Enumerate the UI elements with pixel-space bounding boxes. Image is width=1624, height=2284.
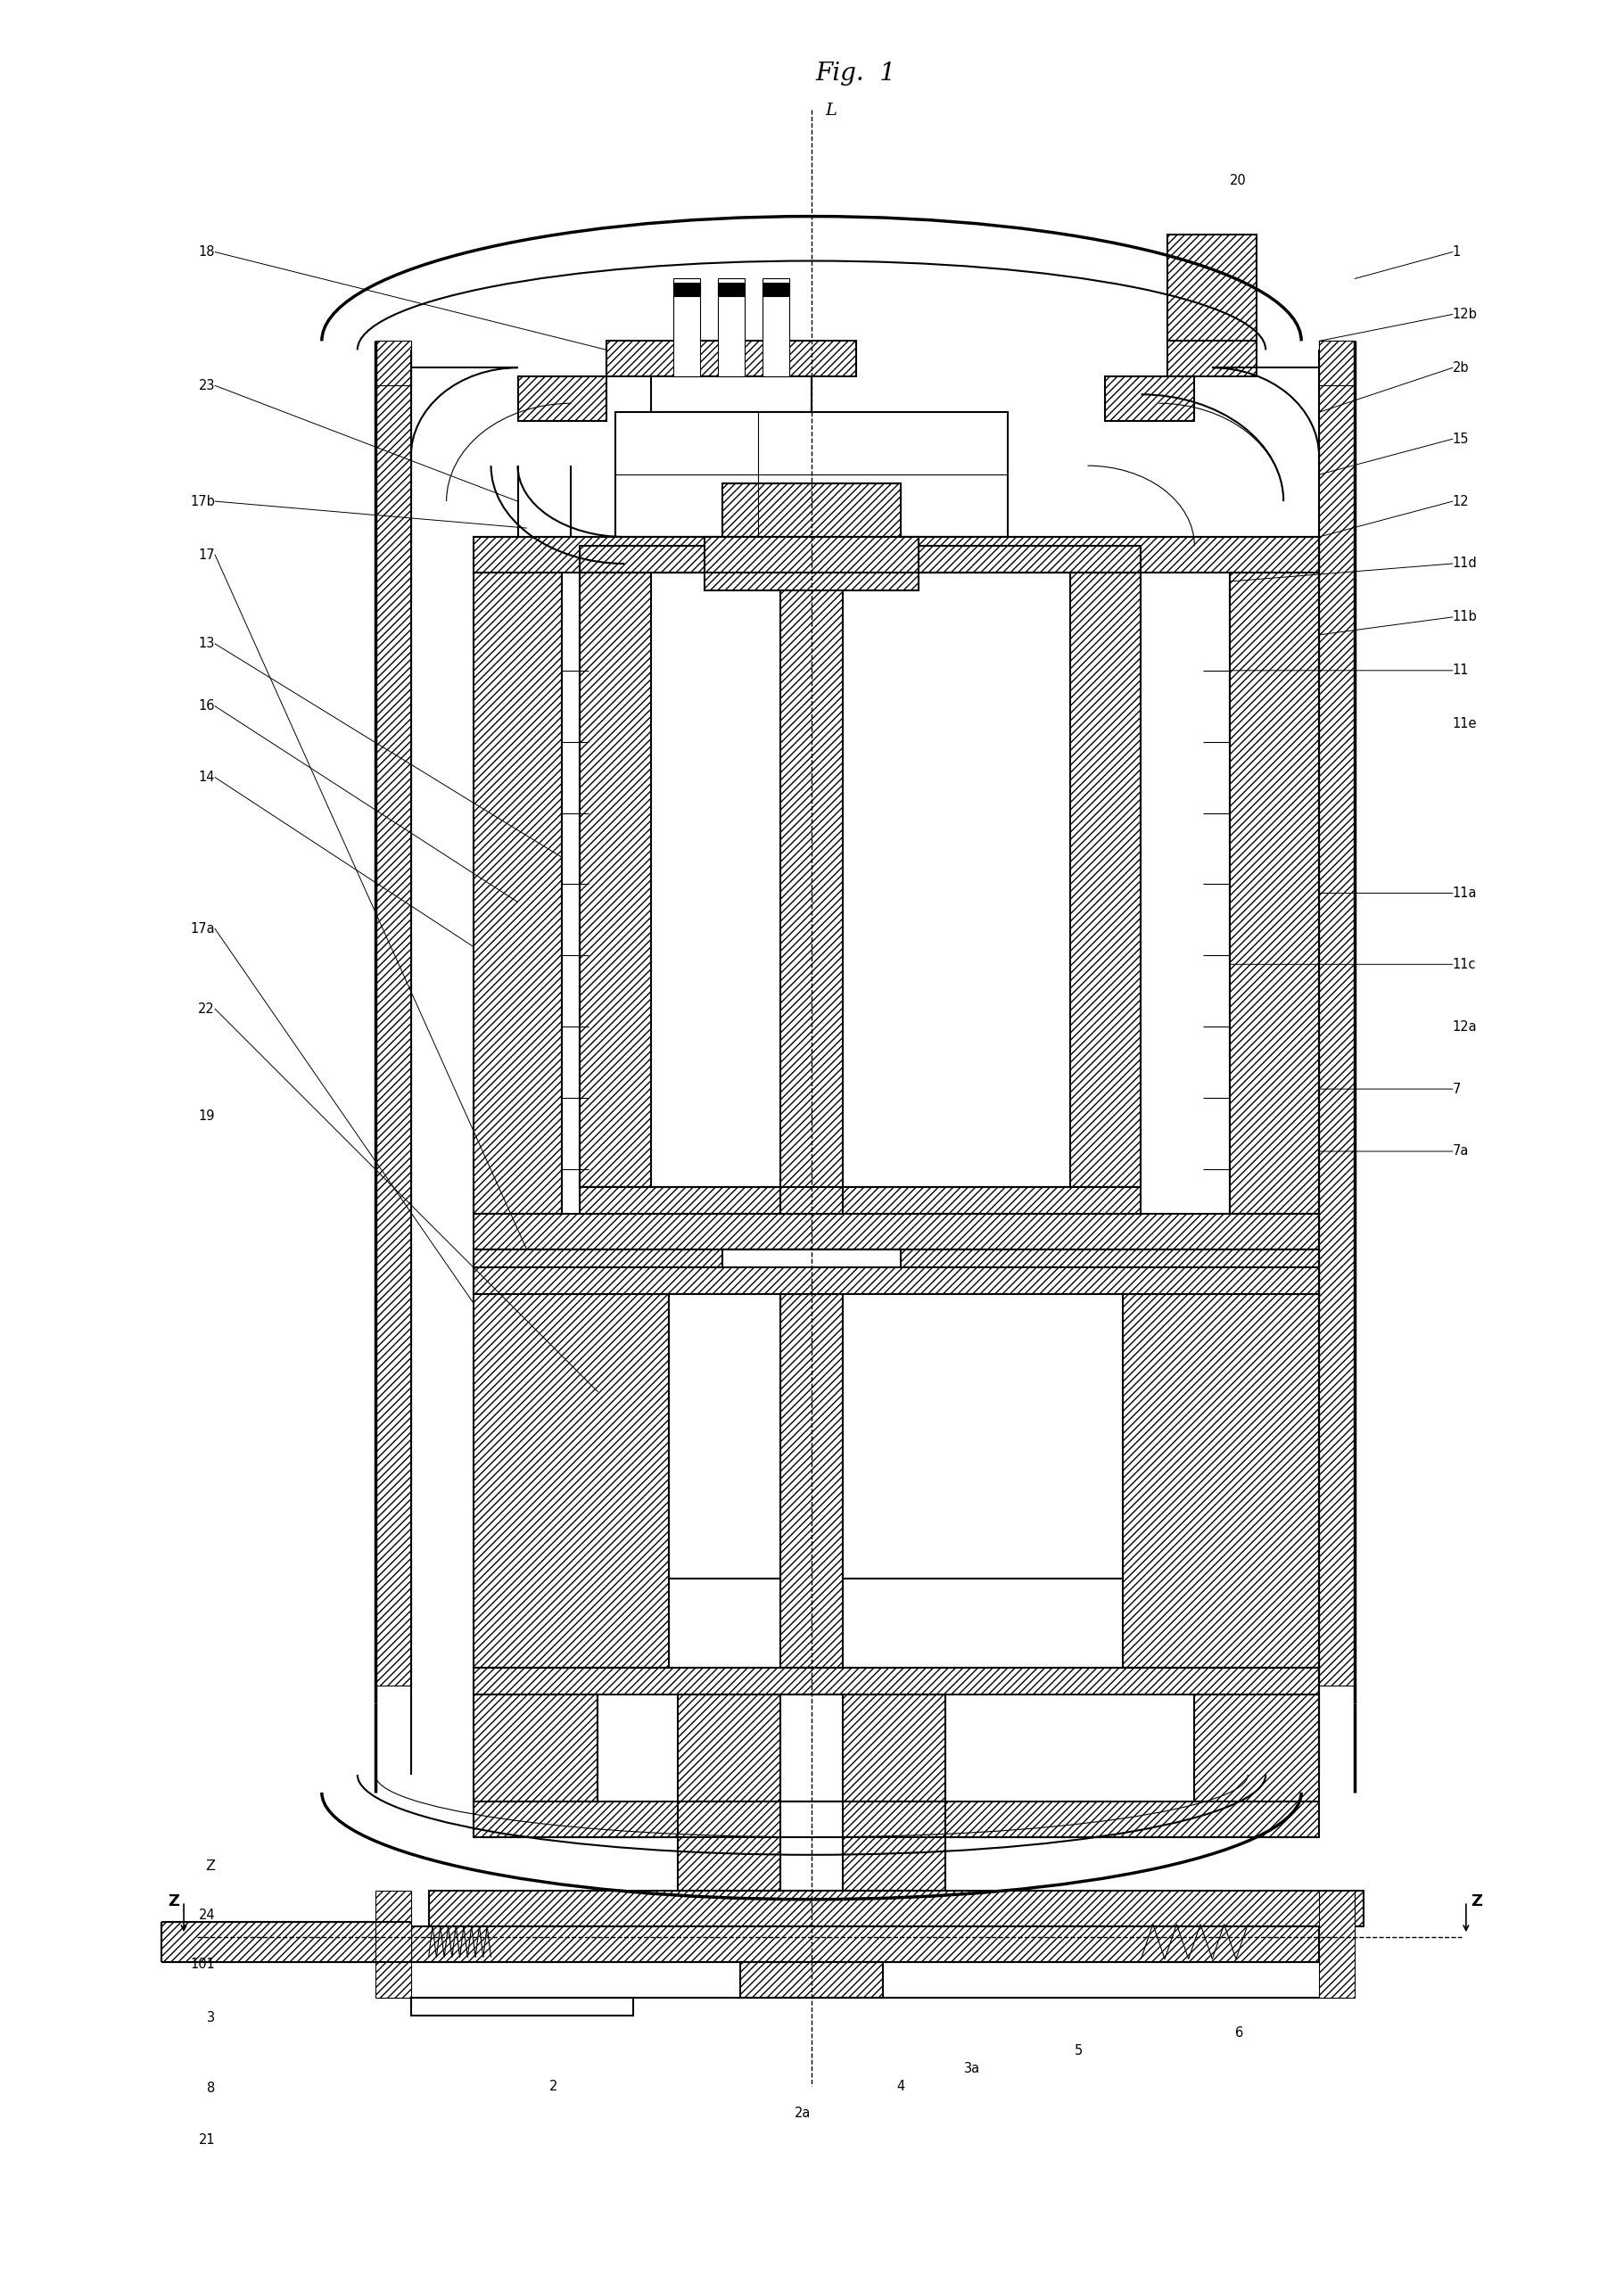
Bar	[705, 537, 919, 589]
Text: 6: 6	[1234, 2026, 1242, 2040]
Bar	[781, 1293, 843, 1667]
Bar	[411, 1925, 1319, 1962]
Bar	[429, 1891, 1364, 1925]
Text: 18: 18	[198, 244, 214, 258]
Bar	[473, 537, 1319, 573]
Bar	[580, 546, 1142, 573]
Text: 11b: 11b	[1453, 610, 1478, 624]
Text: 23: 23	[198, 379, 214, 393]
Bar	[651, 377, 812, 411]
Text: 11c: 11c	[1453, 957, 1476, 971]
Bar	[718, 279, 745, 377]
Text: Z: Z	[205, 1859, 214, 1873]
Bar	[473, 573, 562, 1213]
Bar	[473, 1213, 1319, 1249]
Bar	[375, 340, 411, 1686]
Bar	[473, 1249, 1319, 1293]
Bar	[580, 1188, 1142, 1213]
Text: 17b: 17b	[190, 496, 214, 507]
Bar	[763, 279, 789, 377]
Bar	[518, 377, 607, 420]
Text: 16: 16	[198, 699, 214, 713]
Bar	[375, 1891, 411, 1996]
Text: 17a: 17a	[190, 923, 214, 936]
Bar	[580, 573, 651, 1188]
Bar	[718, 283, 745, 297]
Bar	[674, 279, 700, 377]
Text: 11a: 11a	[1453, 886, 1478, 900]
Bar	[615, 411, 1007, 537]
Text: 12: 12	[1453, 496, 1470, 507]
Text: 7a: 7a	[1453, 1144, 1470, 1158]
Bar	[161, 1921, 411, 1962]
Bar	[473, 1293, 669, 1667]
Bar	[473, 1268, 1319, 1293]
Bar	[1124, 1293, 1319, 1667]
Text: 1: 1	[1453, 244, 1462, 258]
Text: 11e: 11e	[1453, 717, 1478, 731]
Text: 24: 24	[198, 1907, 214, 1921]
Bar	[723, 484, 901, 537]
Text: 20: 20	[1229, 174, 1247, 187]
Text: 2: 2	[549, 2081, 557, 2092]
Bar	[1106, 377, 1194, 420]
Bar	[669, 1293, 781, 1578]
Text: 17: 17	[198, 548, 214, 562]
Bar	[1319, 340, 1354, 1686]
Bar	[473, 1802, 1319, 1836]
Bar	[473, 1695, 598, 1802]
Text: Z: Z	[1470, 1893, 1483, 1909]
Bar	[411, 1996, 633, 2014]
Text: 22: 22	[198, 1003, 214, 1016]
Bar	[1194, 1695, 1319, 1802]
Text: 8: 8	[206, 2083, 214, 2094]
Bar	[1168, 235, 1257, 377]
Bar	[677, 1695, 945, 1802]
Text: 11: 11	[1453, 665, 1470, 676]
Text: Fig.  1: Fig. 1	[815, 62, 896, 87]
Text: 12a: 12a	[1453, 1021, 1478, 1032]
Bar	[781, 1695, 843, 1802]
Text: 13: 13	[198, 637, 214, 651]
Text: 14: 14	[198, 770, 214, 783]
Text: 7: 7	[1453, 1083, 1462, 1096]
Bar	[781, 1249, 843, 1293]
Bar	[674, 283, 700, 297]
Bar	[781, 1802, 843, 1891]
Text: 101: 101	[190, 1957, 214, 1971]
Bar	[677, 1802, 945, 1891]
Bar	[1229, 573, 1319, 1213]
Text: 2a: 2a	[794, 2106, 810, 2120]
Text: 11d: 11d	[1453, 557, 1478, 571]
Text: 12b: 12b	[1453, 308, 1478, 322]
Text: 19: 19	[198, 1110, 214, 1121]
Text: 21: 21	[198, 2133, 214, 2147]
Bar	[781, 546, 843, 1213]
Bar	[1319, 340, 1354, 386]
Bar	[843, 1293, 1124, 1578]
Bar	[375, 340, 411, 386]
Bar	[1070, 573, 1142, 1188]
Text: 3: 3	[206, 2010, 214, 2024]
Bar	[763, 283, 789, 297]
Bar	[741, 1962, 883, 1996]
Text: 2b: 2b	[1453, 361, 1470, 375]
Bar	[1319, 1891, 1354, 1996]
Text: 4: 4	[896, 2081, 905, 2092]
Text: 3a: 3a	[963, 2062, 979, 2076]
Bar	[473, 1667, 1319, 1695]
Text: L: L	[825, 103, 836, 119]
Bar	[723, 1249, 901, 1293]
Text: 15: 15	[1453, 432, 1470, 445]
Bar	[607, 340, 856, 377]
Text: Z: Z	[167, 1893, 179, 1909]
Text: 5: 5	[1075, 2044, 1083, 2058]
